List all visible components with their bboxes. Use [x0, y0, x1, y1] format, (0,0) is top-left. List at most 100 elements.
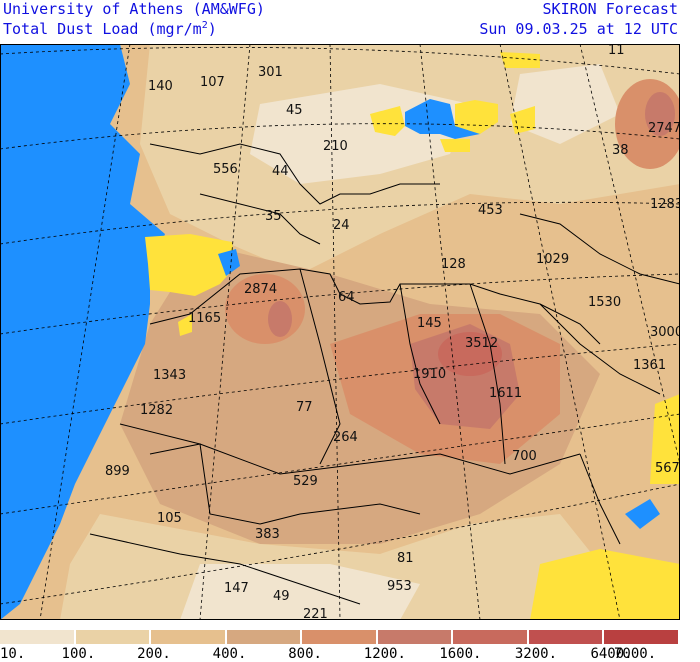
map-value-label: 24: [333, 218, 350, 233]
legend-label: 1200.: [363, 646, 406, 662]
border-mali-niger: [259, 503, 421, 525]
map-value-label: 210: [323, 139, 348, 154]
dust-zone-lightest-ne: [510, 64, 620, 144]
map-value-label: 81: [397, 551, 414, 566]
legend-label: 3200.: [514, 646, 558, 662]
legend-label: 800.: [288, 646, 322, 662]
alboran-sea: [218, 249, 240, 276]
map-value-label: 700: [512, 449, 537, 464]
map-value-label: 105: [157, 511, 182, 526]
legend-swatch: [226, 630, 301, 644]
graticule-lat-7: [0, 483, 680, 605]
atlantic-ocean: [0, 44, 165, 620]
map-value-label: 2874: [244, 282, 277, 297]
northeast-no-data: [500, 52, 540, 68]
legend-label: 200.: [137, 646, 171, 662]
valid-time: Sun 09.03.25 at 12 UTC: [479, 20, 678, 38]
border-north-africa-coast: [149, 268, 601, 345]
map-value-label: 556: [213, 162, 238, 177]
map-value-label: 77: [296, 400, 313, 415]
map-value-label: 140: [148, 79, 173, 94]
product-title-prefix: Total Dust Load (mgr/m: [3, 20, 202, 38]
legend-swatch: [0, 630, 74, 644]
map-value-label: 3000: [650, 325, 680, 340]
map-value-label: 1283: [650, 197, 680, 212]
map-value-label: 529: [293, 474, 318, 489]
map-value-label: 899: [105, 464, 130, 479]
iberia-no-data: [145, 234, 236, 296]
border-west-africa: [89, 533, 361, 605]
map-value-label: 1910: [413, 367, 446, 382]
border-east: [519, 213, 680, 285]
map-value-label: 567: [655, 461, 680, 476]
dust-zone-peak-morocco: [268, 301, 292, 337]
map-value-label: 64: [338, 290, 355, 305]
black-sea-no-data-west: [370, 106, 405, 136]
map-value-label: 1611: [489, 386, 522, 401]
legend-label: 400.: [212, 646, 247, 662]
border-libya-egypt: [469, 283, 506, 465]
map-value-label: 1029: [536, 252, 569, 267]
legend-label: 1600.: [439, 646, 482, 662]
map-value-label: 453: [478, 203, 503, 218]
legend-swatch: [151, 630, 225, 644]
map-value-label: 11: [608, 44, 625, 58]
map-value-label: 128: [441, 257, 466, 272]
border-europe-2: [199, 193, 321, 245]
border-morocco-algeria: [299, 268, 341, 465]
border-mideast: [539, 303, 661, 395]
color-legend: [0, 630, 680, 644]
map-value-label: 1343: [153, 368, 186, 383]
map-value-label: 107: [200, 75, 225, 90]
dust-zone-peak-east: [645, 92, 675, 136]
graticule-lat-2: [0, 123, 680, 150]
map-value-label: 221: [303, 607, 328, 620]
map-value-label: 1165: [188, 311, 221, 326]
map-value-label: 147: [224, 581, 249, 596]
dust-zone-peak-core: [438, 332, 502, 376]
border-algeria-libya: [399, 283, 441, 425]
model-title: SKIRON Forecast: [542, 0, 678, 18]
legend-swatch: [453, 630, 527, 644]
graticule-lon-2: [199, 44, 251, 620]
arabia-no-data: [650, 394, 680, 484]
map-value-label: 1361: [633, 358, 666, 373]
legend-swatch: [302, 630, 376, 644]
map-value-label: 2747: [648, 121, 680, 136]
graticule-lat-1: [0, 46, 680, 75]
product-title: Total Dust Load (mgr/m2): [3, 20, 217, 38]
map-value-label: 3512: [465, 336, 498, 351]
red-sea: [625, 499, 660, 529]
map-value-label: 301: [258, 65, 283, 80]
map-value-label: 35: [265, 209, 282, 224]
dust-load-map: 11 301 107 140 45 2747 210 38 556 44 128…: [0, 44, 680, 620]
graticule-lat-5: [0, 343, 680, 425]
product-title-suffix: ): [207, 20, 217, 38]
legend-label: 7000.: [614, 646, 657, 662]
legend-label: 6400.: [590, 646, 633, 662]
institution-title: University of Athens (AM&WFG): [3, 0, 265, 18]
map-value-label: 45: [286, 103, 303, 118]
map-value-label: 49: [273, 589, 290, 604]
graticule-lat-3: [0, 201, 680, 245]
legend-swatch: [377, 630, 452, 644]
border-mauritania-mali: [149, 443, 261, 525]
map-value-label: 44: [272, 164, 289, 179]
map-value-label: 264: [333, 430, 358, 445]
balkans-no-data: [440, 139, 470, 152]
legend-label: 10.: [0, 646, 26, 662]
map-value-label: 145: [417, 316, 442, 331]
graticule-lon-5: [499, 44, 621, 620]
graticule-lon-3: [329, 44, 341, 620]
graticule-lon-4: [419, 44, 481, 620]
graticule-lat-6: [0, 413, 680, 515]
map-value-label: 1282: [140, 403, 173, 418]
map-value-label: 38: [612, 143, 629, 158]
legend-label: 100.: [61, 646, 96, 662]
border-horn: [579, 453, 621, 545]
graticule-lon-1: [39, 44, 131, 620]
border-europe-1: [149, 143, 440, 205]
dust-zone-lightest-south: [180, 564, 420, 620]
legend-swatch: [75, 630, 150, 644]
legend-swatch: [604, 630, 678, 644]
